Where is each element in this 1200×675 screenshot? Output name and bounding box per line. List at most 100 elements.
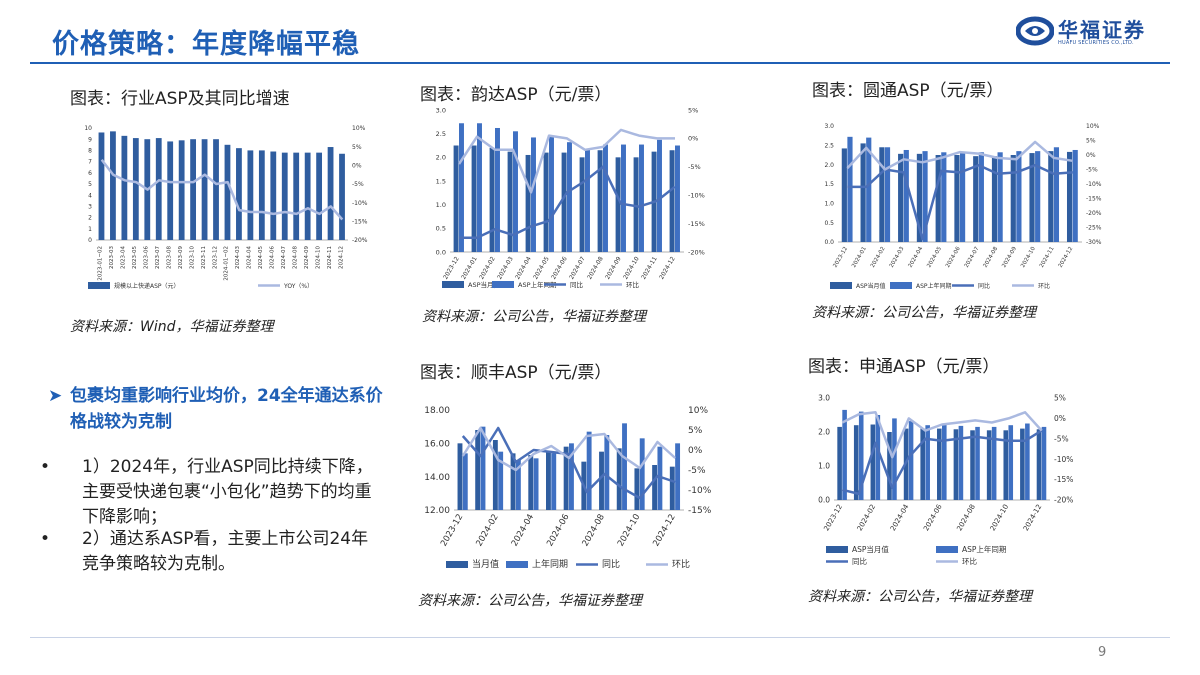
x-tick-label: 2023-09 <box>178 246 184 269</box>
bullet-item: • 2）通达系ASP看，主要上市公司24年竞争策略较为克制。 <box>40 527 390 577</box>
bar <box>462 453 468 510</box>
legend-swatch <box>492 281 514 288</box>
bar <box>270 151 277 240</box>
x-tick-label: 2024-01 <box>851 246 868 269</box>
y-left-tick-label: 1 <box>88 226 92 233</box>
x-tick-label: 2024-06 <box>945 246 962 269</box>
y-left-tick-label: 10 <box>84 125 92 132</box>
bar <box>457 443 463 510</box>
bar <box>669 150 675 252</box>
x-tick-label: 2024-05 <box>258 246 264 269</box>
y-left-tick-label: 6 <box>88 170 92 177</box>
y-left-tick-label: 0 <box>88 237 92 244</box>
y-right-tick-label: 0% <box>688 135 698 143</box>
y-left-tick-label: 2.5 <box>436 130 446 138</box>
y-right-tick-label: 0% <box>352 162 362 169</box>
bar <box>495 127 500 252</box>
bar <box>842 409 847 500</box>
bar <box>563 446 569 510</box>
bar <box>190 139 197 240</box>
x-tick-label: 2024-08 <box>983 246 1000 269</box>
x-tick-label: 2024-05 <box>532 255 551 280</box>
y-right-tick-label: -20% <box>1086 210 1102 217</box>
bar <box>858 411 864 500</box>
bar <box>475 430 481 510</box>
x-tick-label: 2024-08 <box>292 246 298 269</box>
bar <box>669 466 675 510</box>
y-right-tick-label: 0% <box>1086 152 1096 159</box>
x-tick-label: 2024-03 <box>889 246 906 269</box>
yuantong-chart-source: 资料来源：公司公告，华福证券整理 <box>812 305 1036 321</box>
bar <box>937 428 942 500</box>
bar <box>898 153 904 242</box>
bar <box>657 446 663 510</box>
y-right-tick-label: -20% <box>352 237 368 244</box>
x-tick-label: 2023-10 <box>189 246 195 269</box>
bullet-heading: ➤ 包裹均重影响行业均价，24全年通达系价格战较为克制 <box>48 383 398 435</box>
legend-label: 环比 <box>1038 282 1050 290</box>
x-tick-label: 2023-06 <box>144 246 150 269</box>
x-tick-label: 2024-02 <box>478 255 497 280</box>
y-right-tick-label: 5% <box>688 106 698 114</box>
y-right-tick-label: 5% <box>1086 138 1096 145</box>
bullet-item: • 1）2024年，行业ASP同比持续下降，主要受快递包裹“小包化”趋势下的均重… <box>40 455 390 530</box>
series-line <box>457 128 675 194</box>
x-tick-label: 2024-01~02 <box>224 246 230 281</box>
y-left-tick-label: 0.5 <box>436 225 446 233</box>
y-left-tick-label: 9 <box>88 136 92 143</box>
yunda-asp-chart: 0.0 0.5 1.0 1.5 2.0 2.5 3.0 -20% -15% -10% -5% 0% 5%… <box>436 106 705 289</box>
bar <box>132 138 139 240</box>
bar <box>201 139 208 240</box>
company-logo: 华福证券 HUAFU SECURITIES CO.,LTD. <box>1016 14 1166 54</box>
y-left-tick-label: 2.0 <box>436 154 446 162</box>
y-left-tick-label: 7 <box>88 159 92 166</box>
bar <box>639 144 644 252</box>
x-tick-label: 2024-10 <box>622 255 641 280</box>
x-tick-label: 2024-05 <box>926 246 943 269</box>
bar <box>579 157 585 252</box>
bar <box>515 460 521 510</box>
legend-label: 当月值 <box>472 558 499 570</box>
x-tick-label: 2023-05 <box>132 246 138 269</box>
bar <box>178 140 185 240</box>
x-tick-label: 2024-01 <box>460 255 479 280</box>
bar <box>492 440 498 510</box>
shunfeng-asp-chart: 12.00 14.00 16.00 18.00 -15% -10% -5% 0% 5% 10% 20… <box>424 406 712 570</box>
x-tick-label: 2024-02 <box>870 246 887 269</box>
bar <box>634 468 640 510</box>
legend-label: 同比 <box>570 280 584 289</box>
bar <box>339 153 345 240</box>
y-right-tick-label: -15% <box>1054 475 1073 484</box>
y-right-tick-label: -15% <box>1086 196 1102 203</box>
legend-label: ASP当月值 <box>468 280 500 289</box>
y-left-tick-label: 5 <box>88 181 92 188</box>
bar <box>887 432 892 500</box>
y-left-tick-label: 1.0 <box>818 462 830 471</box>
bar <box>960 152 966 242</box>
bar <box>498 451 504 510</box>
y-right-tick-label: -15% <box>688 506 712 516</box>
y-left-tick-label: 4 <box>88 192 92 199</box>
y-right-tick-label: 10% <box>688 406 708 416</box>
bar <box>970 430 975 500</box>
yuantong-asp-chart: 0.0 0.5 1.0 1.5 2.0 2.5 3.0 -30% -25% -20% -15% -10… <box>824 123 1102 290</box>
bar <box>121 135 128 240</box>
y-left-tick-label: 1.0 <box>824 200 834 207</box>
bar <box>567 142 572 252</box>
x-tick-label: 2024-10 <box>1020 246 1037 269</box>
x-tick-label: 2024-02 <box>474 513 500 549</box>
bar <box>1008 425 1014 500</box>
y-left-tick-label: 1.5 <box>436 177 446 185</box>
x-tick-label: 2024-11 <box>327 246 333 269</box>
x-tick-label: 2024-04 <box>514 255 533 280</box>
bar <box>953 429 959 500</box>
x-tick-label: 2024-04 <box>247 246 253 269</box>
bar <box>657 139 662 252</box>
bar <box>1066 151 1073 242</box>
bar <box>247 150 254 240</box>
x-tick-label: 2024-10 <box>616 513 642 549</box>
bar <box>975 426 980 500</box>
bar <box>615 157 621 252</box>
bar <box>525 154 531 252</box>
yunda-chart-source: 资料来源：公司公告，华福证券整理 <box>422 309 646 325</box>
